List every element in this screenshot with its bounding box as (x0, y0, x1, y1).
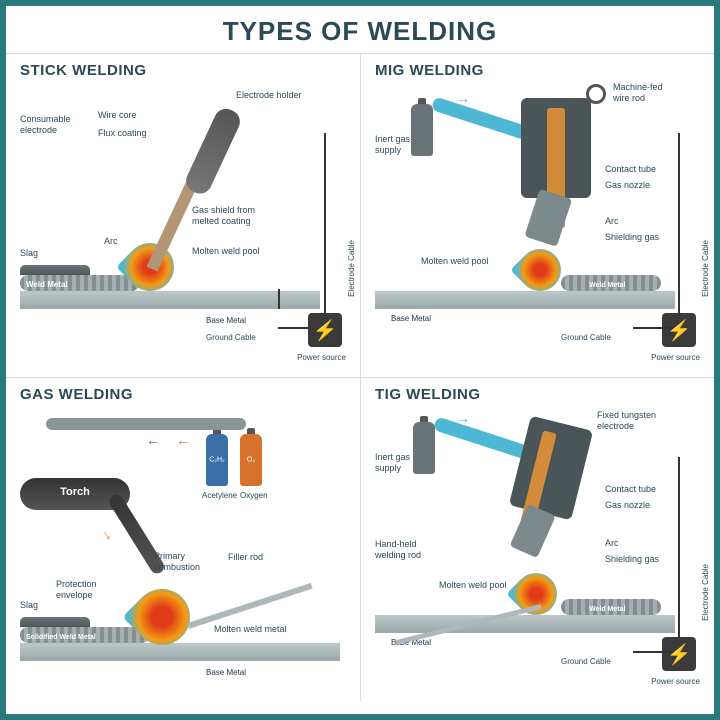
power-label: Power source (651, 676, 700, 687)
ground-label: Ground Cable (561, 656, 611, 667)
molten-label: Molten weld pool (439, 580, 507, 591)
ecable-label: Electrode Cable (701, 240, 710, 297)
slag-label: Slag (20, 600, 38, 611)
arc-label: Arc (605, 216, 619, 227)
inertgas-label: Inert gas supply (375, 452, 415, 474)
base-metal-label: Base Metal (206, 316, 246, 325)
power-source-box: ⚡ (308, 313, 342, 347)
molten-label: Molten weld pool (192, 246, 260, 257)
main-title: TYPES OF WELDING (6, 6, 714, 53)
acetylene-label: Acetylene (202, 490, 237, 501)
infographic-frame: { "title": "TYPES OF WELDING", "title_co… (0, 0, 720, 720)
panel-tig: TIG WELDING Inert gas supply → Fixed tun… (360, 377, 714, 701)
solidified-label: Solidified Weld Metal (26, 634, 96, 641)
wire-spool-icon (586, 84, 606, 104)
arc-label: Arc (605, 538, 619, 549)
ecable-label: Electrode Cable (347, 240, 356, 297)
ecable-line (678, 457, 680, 637)
ground-line (633, 327, 673, 329)
consumable-label: Consumable electrode (20, 114, 90, 136)
flow-arrow-icon: → (456, 410, 470, 426)
ground-label: Ground Cable (206, 332, 256, 343)
flow-arrow-a-icon: ← (146, 432, 160, 448)
slag-label: Slag (20, 248, 38, 259)
acetylene-formula: C₂H₂ (206, 457, 228, 464)
flow-arrow-icon: → (456, 90, 470, 106)
holder-label: Electrode holder (236, 90, 306, 101)
handrod-label: Hand-held welding rod (375, 539, 425, 561)
flow-down-icon: → (98, 524, 119, 545)
ecable-line (678, 133, 680, 313)
flux-label: Flux coating (98, 128, 147, 139)
nozzle-label: Gas nozzle (605, 180, 650, 191)
nozzle-label: Gas nozzle (605, 500, 650, 511)
cable-down (278, 289, 280, 309)
panel-mig: MIG WELDING Inert gas supply → Machine-f… (360, 53, 714, 377)
base-metal-label: Base Metal (206, 668, 246, 677)
weld-metal-label: Weld Metal (26, 280, 68, 289)
base-metal-bar (20, 291, 320, 309)
ecable-line (324, 133, 326, 313)
arc-label: Arc (104, 236, 118, 247)
ground-label: Ground Cable (561, 332, 611, 343)
gasshield-label: Gas shield from melted coating (192, 205, 272, 227)
gas-hose (433, 416, 532, 460)
base-metal-bar (375, 615, 675, 633)
ecable-label: Electrode Cable (701, 564, 710, 621)
panel-title-mig: MIG WELDING (375, 62, 484, 79)
acetylene-tank: C₂H₂ (206, 434, 228, 486)
power-source-box: ⚡ (662, 313, 696, 347)
power-label: Power source (651, 352, 700, 363)
combustion-label: Primary combustion (154, 551, 214, 573)
panel-gas: GAS WELDING C₂H₂ Acetylene O₂ Oxygen ← ←… (6, 377, 360, 701)
ground-line (633, 651, 673, 653)
slag-layer (20, 265, 90, 275)
bolt-icon: ⚡ (667, 318, 692, 343)
molten-label: Molten weld metal (214, 624, 287, 635)
contact-label: Contact tube (605, 484, 656, 495)
power-source-box: ⚡ (662, 637, 696, 671)
oxygen-formula: O₂ (240, 457, 262, 464)
panel-grid: STICK WELDING Base Metal Weld Metal Slag… (6, 53, 714, 701)
power-label: Power source (297, 352, 346, 363)
panel-title-gas: GAS WELDING (20, 386, 133, 403)
base-metal-label: Base Metal (391, 314, 431, 323)
shield-label: Shielding gas (605, 554, 659, 565)
weld-metal-label: Weld Metal (589, 606, 625, 613)
hose-top (46, 418, 246, 430)
filler-rod (187, 583, 312, 629)
slag-layer (20, 617, 90, 627)
base-metal-bar (375, 291, 675, 309)
shield-label: Shielding gas (605, 232, 659, 243)
gas-nozzle (510, 504, 556, 558)
molten-label: Molten weld pool (421, 256, 489, 267)
wirerod-label: Machine-fed wire rod (613, 82, 673, 104)
filler-label: Filler rod (228, 552, 263, 563)
oxygen-tank: O₂ (240, 434, 262, 486)
gas-hose (431, 96, 530, 140)
panel-title-tig: TIG WELDING (375, 386, 481, 403)
contact-label: Contact tube (605, 164, 656, 175)
oxygen-label: Oxygen (240, 490, 268, 501)
envelope-label: Protection envelope (56, 579, 111, 601)
bolt-icon: ⚡ (667, 642, 692, 667)
panel-stick: STICK WELDING Base Metal Weld Metal Slag… (6, 53, 360, 377)
base-metal-bar (20, 643, 340, 661)
weld-metal-label: Weld Metal (589, 282, 625, 289)
wirecore-label: Wire core (98, 110, 137, 121)
electrode-label: Fixed tungsten electrode (597, 410, 667, 432)
flow-arrow-o-icon: ← (176, 432, 190, 448)
inertgas-label: Inert gas supply (375, 134, 415, 156)
electrode-holder (182, 105, 244, 198)
panel-title-stick: STICK WELDING (20, 62, 147, 79)
bolt-icon: ⚡ (313, 318, 338, 343)
gas-tank (413, 422, 435, 474)
